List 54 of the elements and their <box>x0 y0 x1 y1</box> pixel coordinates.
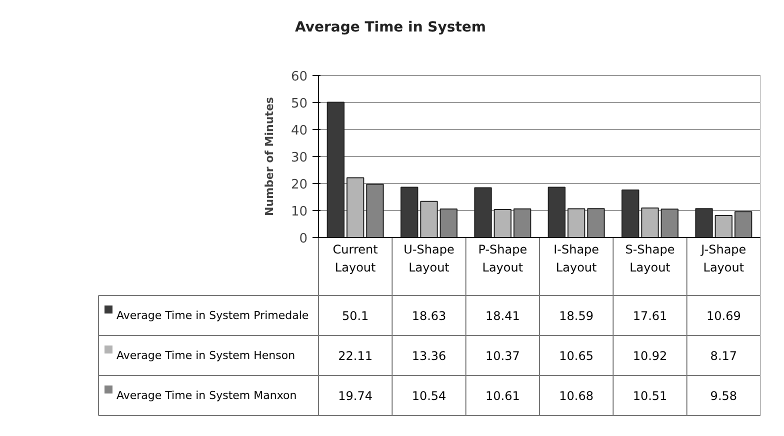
data-label: 10.54 <box>412 389 446 403</box>
x-tick-label: Current Layout <box>332 242 378 275</box>
bar <box>587 208 605 238</box>
chart-title: Average Time in System <box>295 20 486 36</box>
y-tick-label: 30 <box>290 150 308 166</box>
legend-label: Average Time in System Manxon <box>116 389 297 402</box>
bar <box>567 208 586 238</box>
data-label: 22.11 <box>338 349 373 363</box>
bar <box>622 189 640 238</box>
bar <box>366 184 384 238</box>
x-tick-label: I-Shape Layout <box>554 242 600 275</box>
bar <box>513 208 532 238</box>
data-label: 10.37 <box>485 349 520 363</box>
data-label: 19.74 <box>338 389 373 403</box>
x-tick-label: P-Shape Layout <box>478 242 528 275</box>
bar <box>660 208 678 238</box>
y-axis-title: Number of Minutes <box>262 96 276 216</box>
y-tick-label: 10 <box>290 204 308 220</box>
x-tick-label: S-Shape Layout <box>625 242 675 275</box>
x-tick-label: J-Shape Layout <box>700 242 746 275</box>
data-label: 18.41 <box>485 309 520 323</box>
data-label: 50.1 <box>342 309 369 323</box>
bar <box>474 187 492 238</box>
data-label: 17.61 <box>632 309 668 323</box>
y-tick-label: 0 <box>299 232 308 246</box>
bar <box>400 186 418 238</box>
bar <box>641 208 659 238</box>
bar <box>714 214 733 238</box>
data-label: 10.51 <box>632 389 668 403</box>
bar <box>548 186 566 238</box>
bar <box>695 208 713 238</box>
y-tick-label: 20 <box>290 178 308 192</box>
x-tick-label: U-Shape Layout <box>404 242 454 275</box>
y-tick-label: 60 <box>290 70 308 84</box>
data-label: 10.65 <box>559 349 594 363</box>
data-label: 18.59 <box>559 309 594 323</box>
y-tick-label: 50 <box>290 96 308 112</box>
bar <box>346 177 364 238</box>
data-label: 9.58 <box>710 389 738 403</box>
data-label: 10.69 <box>706 309 741 323</box>
bar <box>440 208 458 238</box>
legend-label: Average Time in System Primedale <box>116 309 309 322</box>
data-label: 10.61 <box>485 389 520 403</box>
legend-label: Average Time in System Henson <box>116 349 296 362</box>
bar <box>326 102 345 238</box>
data-label: 10.68 <box>559 389 594 403</box>
data-label: 18.63 <box>412 309 446 323</box>
data-label: 13.36 <box>412 349 446 363</box>
bar <box>734 211 752 238</box>
bar <box>420 200 438 238</box>
data-label: 8.17 <box>710 349 738 363</box>
data-label: 10.92 <box>632 349 668 363</box>
bar <box>494 209 512 238</box>
y-tick-label: 40 <box>290 124 308 138</box>
